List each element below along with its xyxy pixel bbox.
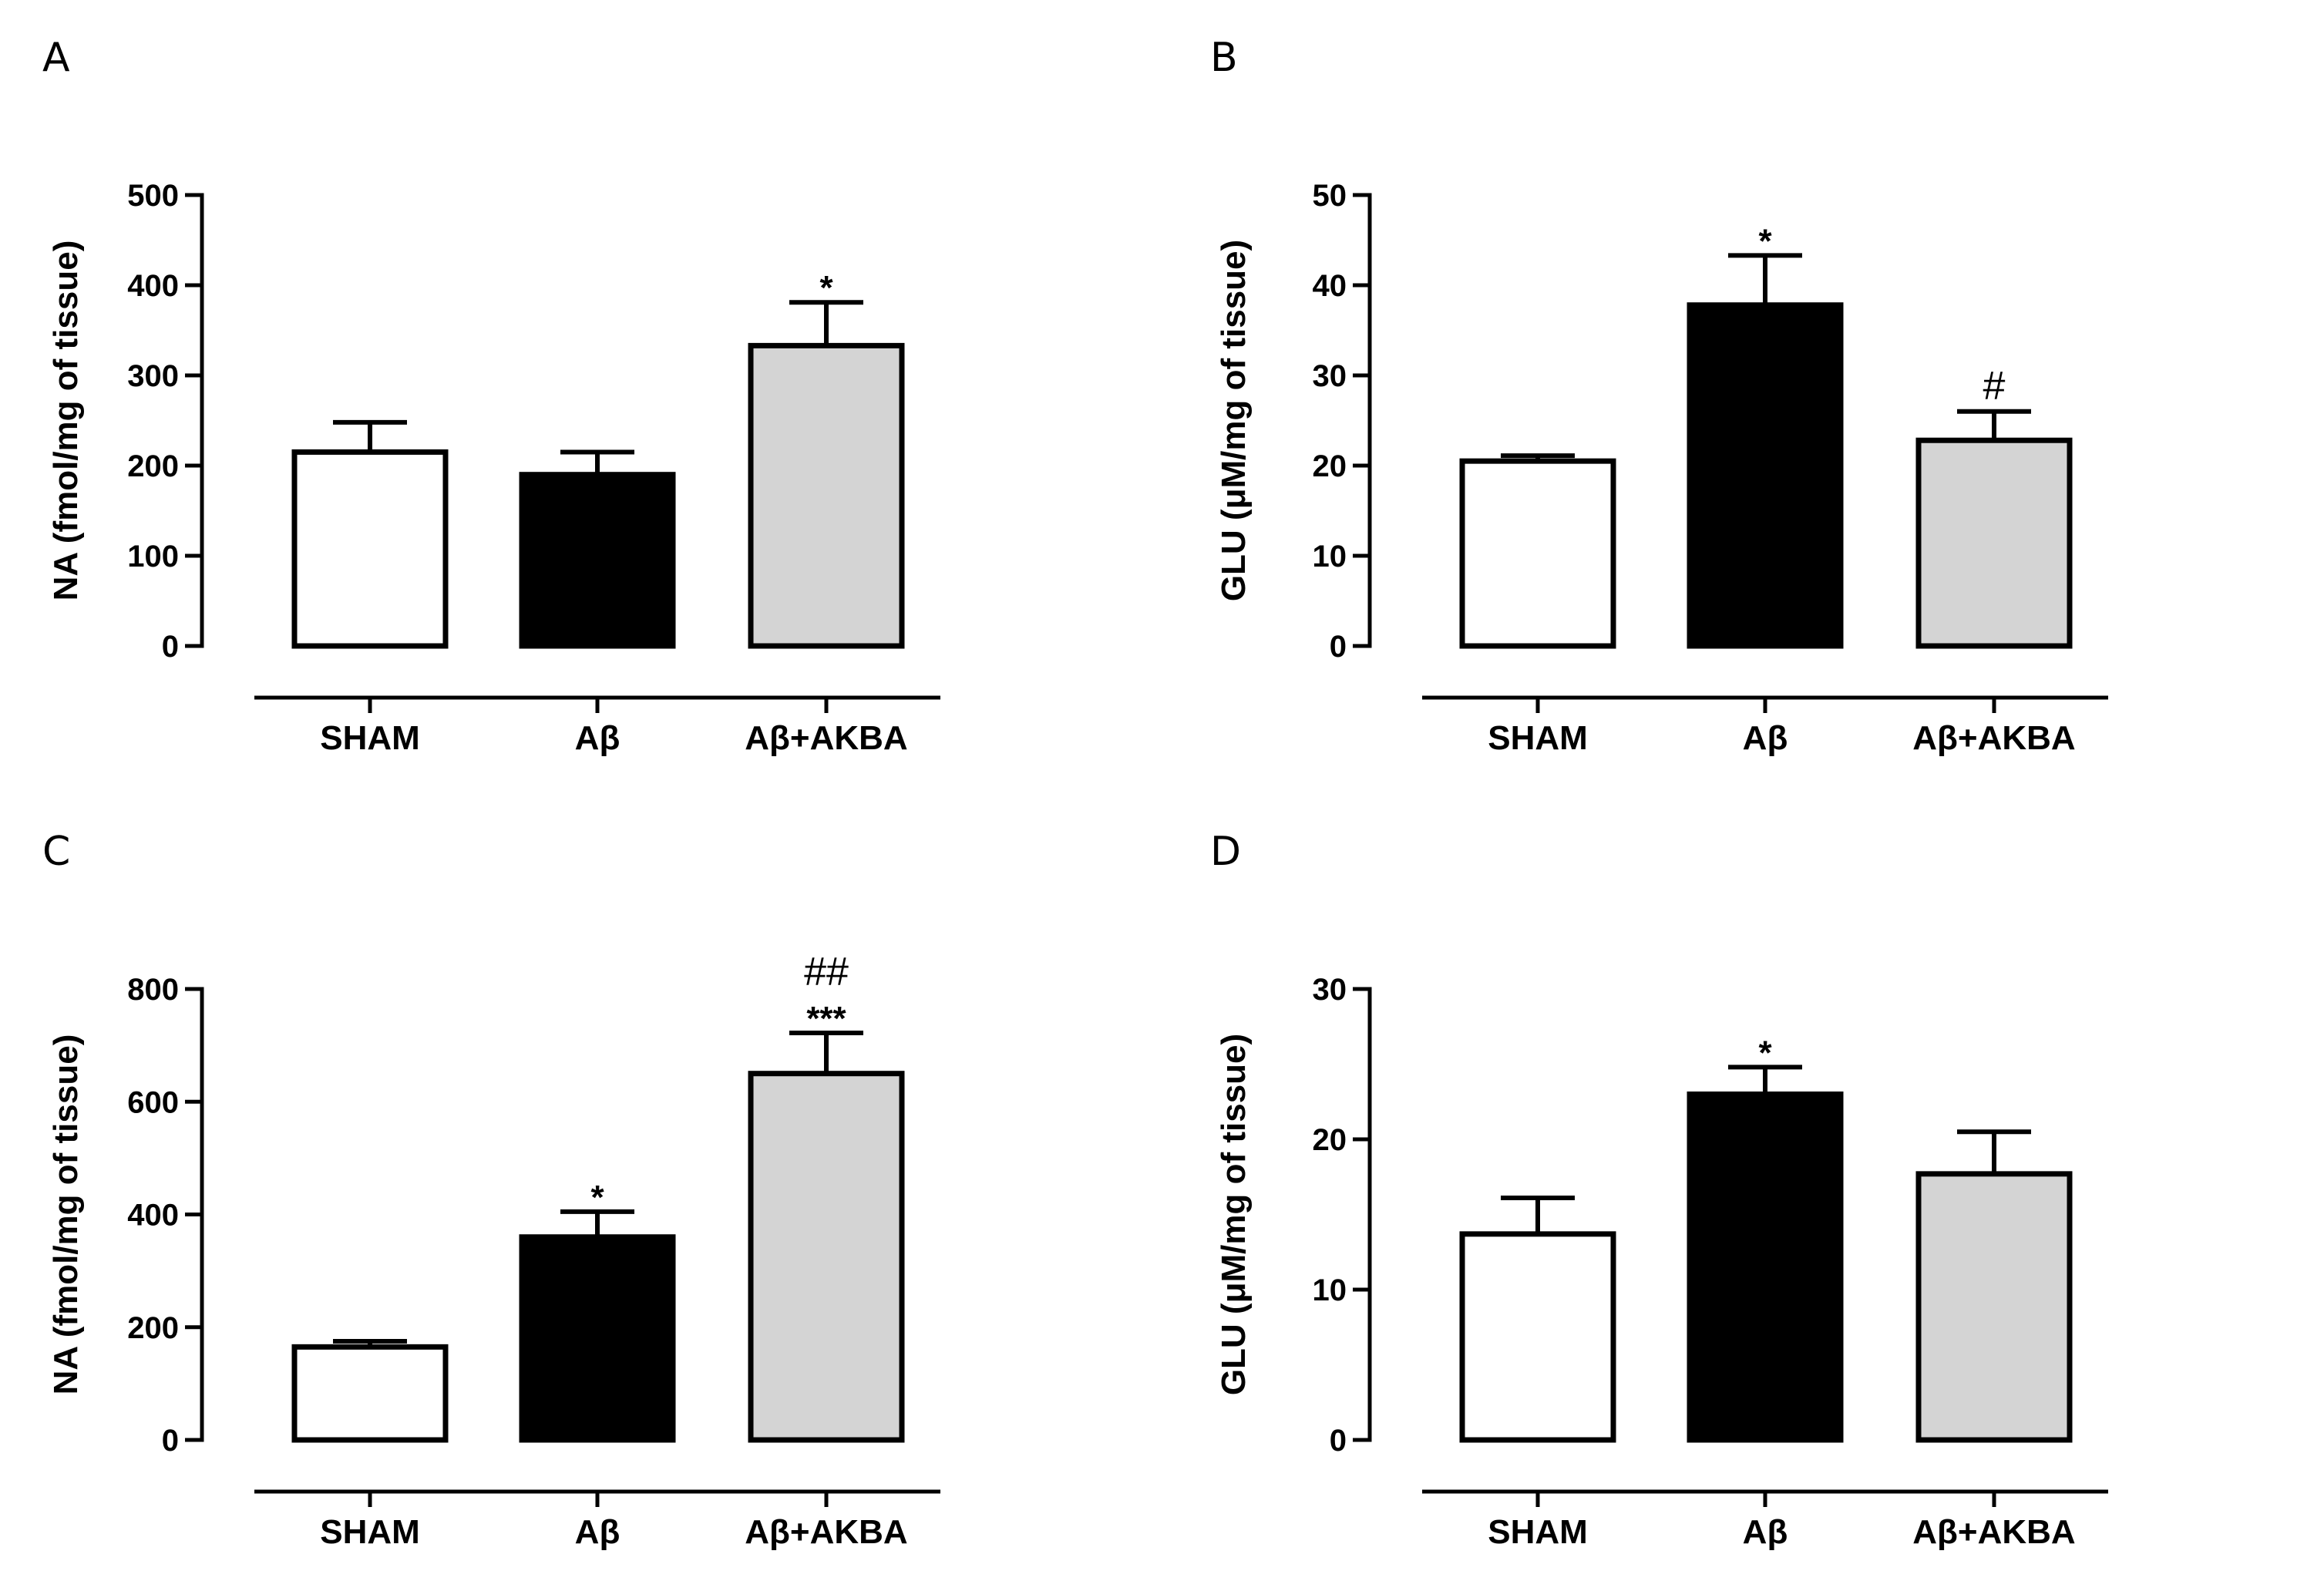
y-tick-label: 50 bbox=[1313, 179, 1347, 213]
panel-letter: B bbox=[1210, 35, 1238, 81]
y-tick-label: 10 bbox=[1313, 540, 1347, 574]
y-tick-label: 800 bbox=[127, 973, 179, 1007]
y-tick-label: 500 bbox=[127, 179, 179, 213]
bar-d-3 bbox=[1915, 1171, 2073, 1443]
category-label: Aβ+AKBA bbox=[1912, 719, 2075, 757]
bar-c-1 bbox=[291, 1344, 449, 1443]
category-label: SHAM bbox=[320, 719, 420, 757]
y-tick-label: 30 bbox=[1313, 359, 1347, 393]
bar-a-2 bbox=[519, 472, 676, 649]
category-label: Aβ+AKBA bbox=[745, 1513, 907, 1551]
panel-b: B GLU (μM/mg of tissue) 0 10 20 30 40 50 SHAM Aβ *… bbox=[1168, 0, 2324, 771]
bar-a-1 bbox=[291, 449, 449, 649]
y-tick-label: 300 bbox=[127, 359, 179, 393]
chart-c: C NA (fmol/mg of tissue) 0 200 400 600 800 SHAM… bbox=[42, 829, 940, 1551]
y-tick-label: 200 bbox=[127, 449, 179, 483]
y-tick-label: 600 bbox=[127, 1085, 179, 1119]
category-label: Aβ bbox=[1743, 1513, 1788, 1551]
y-tick-label: 0 bbox=[162, 630, 179, 664]
y-axis-label: NA (fmol/mg of tissue) bbox=[47, 241, 85, 601]
y-axis-label: GLU (μM/mg of tissue) bbox=[1215, 240, 1253, 601]
y-tick-label: 30 bbox=[1313, 973, 1347, 1007]
panel-letter: C bbox=[42, 829, 70, 875]
chart-b: B GLU (μM/mg of tissue) 0 10 20 30 40 50 SHAM Aβ *… bbox=[1210, 35, 2108, 757]
significance-marker: * bbox=[1758, 1034, 1772, 1071]
bar-c-2 bbox=[519, 1234, 676, 1443]
panel-letter: D bbox=[1210, 829, 1241, 875]
bar-b-3 bbox=[1915, 437, 2073, 649]
y-tick-label: 0 bbox=[1330, 1424, 1347, 1458]
y-tick-label: 400 bbox=[127, 269, 179, 303]
category-label: Aβ+AKBA bbox=[1912, 1513, 2075, 1551]
category-label: SHAM bbox=[1488, 1513, 1588, 1551]
panel-d: D GLU (μM/mg of tissue) 0 10 20 30 SHAM Aβ * Aβ+A… bbox=[1168, 794, 2324, 1565]
y-tick-label: 10 bbox=[1313, 1273, 1347, 1307]
significance-marker: ## bbox=[804, 950, 849, 994]
y-tick-label: 40 bbox=[1313, 269, 1347, 303]
bar-a-3 bbox=[748, 342, 905, 649]
chart-a: A NA (fmol/mg of tissue) 0 100 200 300 400 500 S… bbox=[42, 35, 940, 757]
significance-marker: *** bbox=[806, 1000, 846, 1038]
y-tick-label: 20 bbox=[1313, 449, 1347, 483]
bar-b-1 bbox=[1459, 458, 1616, 649]
y-tick-label: 0 bbox=[1330, 630, 1347, 664]
bar-c-3 bbox=[748, 1071, 905, 1443]
y-tick-label: 400 bbox=[127, 1199, 179, 1233]
category-label: Aβ bbox=[575, 719, 621, 757]
significance-marker: * bbox=[819, 269, 833, 307]
category-label: SHAM bbox=[320, 1513, 420, 1551]
significance-marker: # bbox=[1983, 364, 2006, 409]
y-axis-label: GLU (μM/mg of tissue) bbox=[1215, 1034, 1253, 1395]
panel-a: A NA (fmol/mg of tissue) 0 100 200 300 400 500 S… bbox=[0, 0, 1156, 771]
category-label: Aβ+AKBA bbox=[745, 719, 907, 757]
bar-b-2 bbox=[1687, 302, 1844, 649]
y-tick-label: 200 bbox=[127, 1311, 179, 1345]
y-tick-label: 20 bbox=[1313, 1123, 1347, 1157]
y-tick-label: 100 bbox=[127, 540, 179, 574]
y-tick-label: 0 bbox=[162, 1424, 179, 1458]
y-axis-label: NA (fmol/mg of tissue) bbox=[47, 1034, 85, 1395]
category-label: Aβ bbox=[1743, 719, 1788, 757]
panel-c: C NA (fmol/mg of tissue) 0 200 400 600 800 SHAM… bbox=[0, 794, 1156, 1565]
significance-marker: * bbox=[1758, 222, 1772, 260]
significance-marker: * bbox=[590, 1179, 604, 1216]
panel-letter: A bbox=[42, 35, 70, 81]
category-label: SHAM bbox=[1488, 719, 1588, 757]
bar-d-2 bbox=[1687, 1092, 1844, 1443]
chart-d: D GLU (μM/mg of tissue) 0 10 20 30 SHAM Aβ * Aβ+A… bbox=[1210, 829, 2108, 1551]
bar-d-1 bbox=[1459, 1231, 1616, 1443]
category-label: Aβ bbox=[575, 1513, 621, 1551]
